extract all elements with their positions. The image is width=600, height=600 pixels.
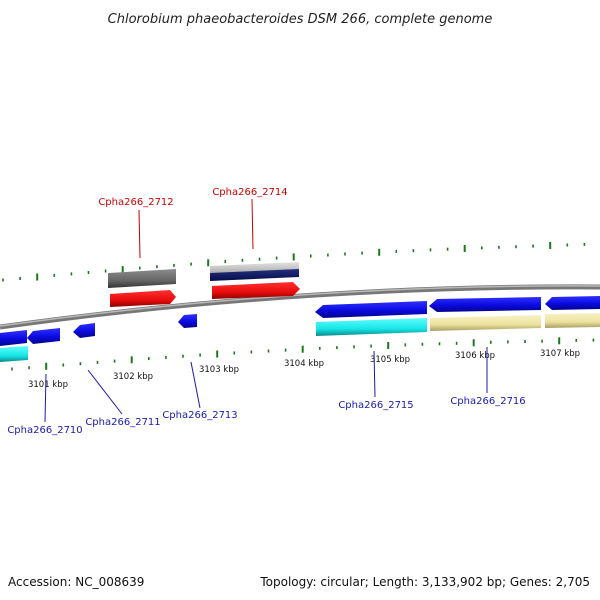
leader-2715	[373, 350, 376, 398]
gene-2715-lower-feature	[316, 318, 427, 336]
gene-right-edge-lower-feature	[545, 313, 600, 328]
gene-2714-upper-feature-dark	[210, 269, 299, 281]
scale-label-3107: 3107 kbp	[540, 349, 580, 359]
leader-2713	[190, 361, 201, 409]
leader-2711	[87, 369, 123, 415]
leader-2714	[251, 198, 254, 250]
gene-label-2712: Cpha266_2712	[98, 197, 173, 208]
scale-label-3106: 3106 kbp	[455, 351, 495, 361]
gene-2716-arrow	[429, 297, 541, 312]
gene-leader-lines	[44, 198, 488, 423]
gene-2712-arrow	[110, 290, 176, 307]
gene-2712-upper-feature	[108, 269, 176, 288]
gene-2713-arrow	[178, 314, 197, 328]
gene-label-2715: Cpha266_2715	[338, 400, 413, 411]
gene-label-2710: Cpha266_2710	[7, 425, 82, 436]
genome-summary-text: Topology: circular; Length: 3,133,902 bp…	[259, 575, 590, 589]
scale-label-3105: 3105 kbp	[370, 355, 410, 365]
leader-2712	[138, 209, 141, 259]
gene-left-edge-lower-feature	[0, 346, 28, 362]
scale-label-3102: 3102 kbp	[113, 372, 153, 382]
gene-2714-arrow	[212, 282, 300, 299]
scale-label-3103: 3103 kbp	[199, 365, 239, 375]
map-title: Chlorobium phaeobacteroides DSM 266, com…	[108, 12, 493, 27]
gene-labels: Cpha266_2712 Cpha266_2714 Cpha266_2710 C…	[7, 187, 525, 436]
gene-label-2713: Cpha266_2713	[162, 410, 237, 421]
gene-right-edge-arrow	[545, 296, 600, 310]
gene-2716-lower-feature	[430, 315, 541, 331]
scale-label-3101: 3101 kbp	[28, 380, 68, 390]
scale-labels: 3101 kbp 3102 kbp 3103 kbp 3104 kbp 3105…	[28, 349, 580, 390]
gene-2710-arrow	[27, 328, 60, 344]
gene-label-2714: Cpha266_2714	[212, 187, 287, 198]
genome-backbone	[0, 284, 600, 330]
ticks-reverse-row	[11, 337, 595, 371]
gene-2711-arrow	[73, 323, 95, 338]
gene-left-edge-arrow	[0, 330, 27, 346]
scale-label-3104: 3104 kbp	[284, 359, 324, 369]
genome-backbone-highlight	[0, 285, 600, 327]
ticks-forward-row	[2, 242, 586, 282]
gene-2715-arrow	[315, 301, 427, 318]
gene-label-2716: Cpha266_2716	[450, 396, 525, 407]
gene-label-2711: Cpha266_2711	[85, 417, 160, 428]
leader-2710	[44, 373, 47, 423]
accession-text: Accession: NC_008639	[8, 575, 144, 589]
